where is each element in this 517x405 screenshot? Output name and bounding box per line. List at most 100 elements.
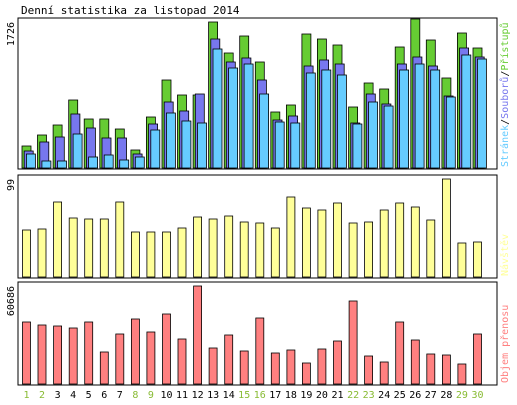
traffic-pages-bar-day-16 bbox=[259, 93, 270, 169]
traffic-pages-bar-day-24 bbox=[383, 105, 394, 169]
day-label-10: 10 bbox=[160, 390, 172, 401]
day-label-24: 24 bbox=[378, 390, 390, 401]
traffic-pages-bar-day-17 bbox=[274, 121, 285, 169]
traffic-pages-bar-day-15 bbox=[243, 63, 254, 169]
day-label-1: 1 bbox=[23, 390, 29, 401]
kbytes-kbytes-bar-day-16 bbox=[255, 317, 265, 385]
traffic-legend-files: Souborů bbox=[499, 77, 511, 119]
traffic-pages-bar-day-23 bbox=[368, 101, 378, 169]
day-label-14: 14 bbox=[223, 390, 235, 401]
kbytes-ymax-label: 60686 bbox=[6, 286, 17, 316]
traffic-pages-bar-day-5 bbox=[88, 156, 98, 169]
visits-visits-bar-day-4 bbox=[68, 217, 78, 278]
day-label-5: 5 bbox=[86, 390, 92, 401]
traffic-pages-bar-day-10 bbox=[165, 112, 176, 169]
visits-visits-bar-day-23 bbox=[364, 221, 374, 278]
kbytes-kbytes-bar-day-27 bbox=[426, 353, 436, 385]
day-label-7: 7 bbox=[117, 390, 123, 401]
day-label-29: 29 bbox=[456, 390, 468, 401]
kbytes-kbytes-bar-day-28 bbox=[441, 354, 451, 385]
visits-visits-bar-day-19 bbox=[301, 207, 311, 278]
visits-visits-bar-day-18 bbox=[286, 196, 296, 278]
visits-visits-bar-day-30 bbox=[473, 241, 482, 278]
traffic-pages-bar-day-22 bbox=[352, 123, 363, 169]
traffic-pages-bar-day-18 bbox=[290, 122, 301, 169]
kbytes-kbytes-bar-day-11 bbox=[177, 338, 187, 385]
kbytes-kbytes-bar-day-26 bbox=[410, 339, 420, 385]
day-label-18: 18 bbox=[285, 390, 297, 401]
kbytes-kbytes-bar-day-22 bbox=[348, 300, 358, 385]
traffic-pages-bar-day-29 bbox=[461, 54, 472, 169]
day-label-19: 19 bbox=[300, 390, 312, 401]
day-label-22: 22 bbox=[347, 390, 359, 401]
traffic-pages-bar-day-13 bbox=[212, 48, 223, 169]
day-label-2: 2 bbox=[39, 390, 45, 401]
visits-visits-bar-day-13 bbox=[208, 218, 218, 278]
traffic-ymax-label: 1726 bbox=[6, 22, 17, 46]
visits-panel: 99 Návštěv bbox=[6, 174, 511, 279]
day-label-4: 4 bbox=[70, 390, 76, 401]
traffic-pages-bar-day-21 bbox=[336, 74, 347, 169]
visits-visits-bar-day-11 bbox=[177, 227, 187, 278]
kbytes-kbytes-bar-day-25 bbox=[395, 321, 405, 385]
kbytes-kbytes-bar-day-12 bbox=[193, 285, 203, 385]
traffic-pages-bar-day-30 bbox=[476, 58, 487, 169]
kbytes-kbytes-bar-day-19 bbox=[301, 362, 311, 385]
kbytes-legend-kbytes: Objem přenosu bbox=[499, 305, 511, 383]
day-labels: 1 2 3 4 5 6 7 8 9 10 11 12 13 14 15 16 17 18 19 20 21 22 23 24 2… bbox=[23, 390, 483, 401]
traffic-pages-bar-day-27 bbox=[430, 69, 441, 169]
kbytes-kbytes-bar-day-8 bbox=[130, 318, 140, 385]
traffic-legend-hits: Přístupů bbox=[499, 22, 511, 70]
visits-visits-bar-day-10 bbox=[162, 231, 171, 278]
kbytes-kbytes-bar-day-7 bbox=[115, 333, 125, 385]
day-label-8: 8 bbox=[132, 390, 138, 401]
traffic-pages-bar-day-6 bbox=[103, 154, 114, 169]
kbytes-kbytes-bar-day-30 bbox=[473, 333, 482, 385]
visits-visits-bar-day-14 bbox=[224, 215, 234, 278]
day-label-16: 16 bbox=[254, 390, 266, 401]
visits-visits-bar-day-28 bbox=[441, 178, 451, 278]
visits-visits-bar-day-1 bbox=[22, 229, 31, 278]
day-label-11: 11 bbox=[176, 390, 188, 401]
traffic-legend-sep1: / bbox=[500, 71, 511, 77]
kbytes-kbytes-bar-day-24 bbox=[379, 361, 389, 385]
kbytes-kbytes-bar-day-4 bbox=[68, 327, 78, 385]
traffic-pages-bar-day-20 bbox=[321, 69, 332, 169]
day-label-12: 12 bbox=[192, 390, 204, 401]
visits-visits-bar-day-22 bbox=[348, 222, 358, 278]
kbytes-kbytes-bar-day-23 bbox=[364, 355, 374, 385]
visits-legend: Návštěv bbox=[499, 234, 511, 276]
kbytes-kbytes-bar-day-17 bbox=[270, 352, 280, 385]
visits-visits-bar-day-27 bbox=[426, 219, 436, 278]
traffic-pages-bar-day-25 bbox=[399, 69, 410, 169]
kbytes-kbytes-bar-day-20 bbox=[317, 348, 327, 385]
kbytes-kbytes-bar-day-10 bbox=[162, 313, 171, 385]
kbytes-kbytes-bar-day-21 bbox=[333, 340, 342, 385]
day-label-3: 3 bbox=[55, 390, 61, 401]
day-label-13: 13 bbox=[207, 390, 219, 401]
traffic-pages-bar-day-3 bbox=[57, 160, 67, 169]
traffic-legend-pages: Stránek bbox=[499, 125, 511, 167]
kbytes-kbytes-bar-day-2 bbox=[37, 324, 47, 385]
kbytes-kbytes-bar-day-5 bbox=[84, 321, 94, 385]
traffic-pages-bar-day-2 bbox=[41, 160, 52, 169]
visits-visits-bar-day-5 bbox=[84, 218, 94, 278]
day-label-25: 25 bbox=[394, 390, 406, 401]
visits-visits-bar-day-6 bbox=[99, 218, 109, 278]
kbytes-kbytes-bar-day-15 bbox=[239, 350, 249, 385]
traffic-pages-bar-day-8 bbox=[134, 156, 145, 169]
day-label-20: 20 bbox=[316, 390, 328, 401]
chart-panels: 1726Stránek/Souborů/Přístupů99Návštěv606… bbox=[6, 17, 511, 386]
chart-title: Denní statistika za listopad 2014 bbox=[21, 4, 240, 17]
visits-legend-visits: Návštěv bbox=[499, 234, 511, 276]
day-label-15: 15 bbox=[238, 390, 250, 401]
visits-ymax-label: 99 bbox=[6, 179, 17, 191]
traffic-pages-bar-day-7 bbox=[119, 159, 130, 169]
visits-visits-bar-day-3 bbox=[53, 201, 62, 278]
traffic-legend-sep2: / bbox=[500, 119, 511, 125]
traffic-pages-bar-day-14 bbox=[228, 67, 239, 169]
day-label-9: 9 bbox=[148, 390, 154, 401]
day-label-28: 28 bbox=[440, 390, 452, 401]
visits-visits-bar-day-2 bbox=[37, 228, 47, 278]
